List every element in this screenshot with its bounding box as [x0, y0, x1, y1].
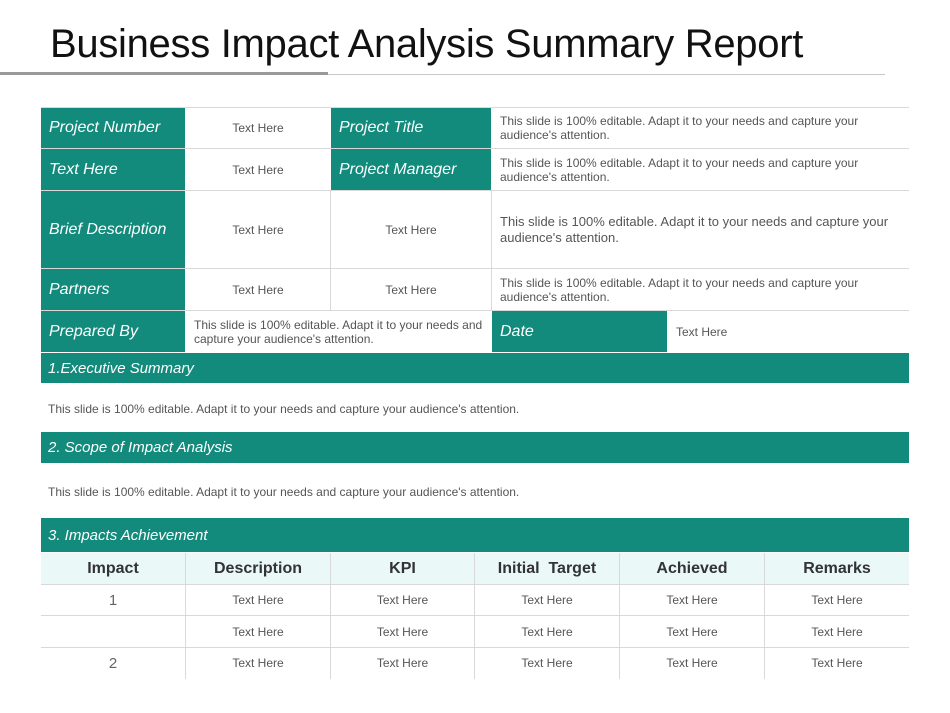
grid-line — [41, 107, 909, 108]
column-header-initial-target: Initial Target — [497, 559, 597, 577]
grid-line — [41, 615, 909, 616]
table-cell-achieved: Text Here — [666, 656, 718, 670]
column-header-remarks: Remarks — [803, 559, 871, 577]
grid-line — [41, 268, 909, 269]
grid-line — [474, 553, 475, 679]
table-cell-remarks: Text Here — [811, 624, 863, 639]
column-header-description: Description — [213, 559, 302, 577]
grid-line — [619, 553, 620, 679]
table-cell-achieved: Text Here — [666, 624, 718, 639]
section-executive-summary-heading: 1.Executive Summary — [41, 353, 909, 383]
brief-description-label: Brief Description — [41, 191, 185, 268]
table-cell-achieved: Text Here — [666, 593, 718, 607]
partners-value-1: Text Here — [232, 282, 284, 297]
title-underline-thick — [0, 72, 328, 75]
grid-line — [185, 553, 186, 679]
column-header-kpi: KPI — [389, 559, 416, 577]
title-underline-thin — [328, 74, 885, 75]
grid-line — [41, 190, 909, 191]
table-cell-initial-target: Text Here — [521, 593, 573, 607]
table-cell-kpi: Text Here — [376, 593, 429, 607]
partners-value-3: This slide is 100% editable. Adapt it to… — [500, 275, 859, 304]
grid-line — [491, 190, 492, 310]
grid-line — [330, 190, 331, 310]
date-label: Date — [492, 311, 667, 352]
section-scope-heading: 2. Scope of Impact Analysis — [41, 432, 909, 463]
brief-description-value-2: Text Here — [385, 222, 437, 237]
column-header-achieved: Achieved — [656, 559, 728, 577]
table-cell-remarks: Text Here — [811, 593, 863, 607]
table-cell-description: Text Here — [232, 593, 284, 607]
table-cell-impact: 1 — [108, 591, 118, 609]
table-cell-kpi: Text Here — [376, 624, 429, 639]
brief-description-value-1: Text Here — [232, 222, 284, 237]
table-cell-impact: 2 — [108, 654, 118, 672]
prepared-by-label: Prepared By — [41, 311, 185, 352]
grid-line — [41, 310, 909, 311]
brief-description-value-3: This slide is 100% editable. Adapt it to… — [500, 213, 889, 245]
section-executive-summary-body: This slide is 100% editable. Adapt it to… — [48, 402, 520, 416]
section-scope-body: This slide is 100% editable. Adapt it to… — [48, 485, 520, 499]
project-title-label: Project Title — [331, 108, 491, 148]
table-cell-description: Text Here — [232, 656, 284, 670]
table-cell-initial-target: Text Here — [521, 656, 573, 670]
project-title-value: This slide is 100% editable. Adapt it to… — [500, 114, 859, 142]
prepared-by-value: This slide is 100% editable. Adapt it to… — [194, 317, 483, 346]
date-value: Text Here — [676, 324, 728, 339]
table-cell-impact — [41, 616, 185, 647]
table-cell-remarks: Text Here — [811, 656, 863, 670]
column-header-impact: Impact — [87, 559, 139, 577]
page-title: Business Impact Analysis Summary Report — [50, 22, 804, 66]
project-manager-label: Project Manager — [331, 149, 491, 190]
table-cell-kpi: Text Here — [376, 656, 429, 670]
section-impacts-heading: 3. Impacts Achievement — [41, 518, 909, 552]
project-number-label: Project Number — [41, 108, 185, 148]
grid-line — [330, 553, 331, 679]
grid-line — [41, 584, 909, 585]
project-manager-value: This slide is 100% editable. Adapt it to… — [500, 155, 859, 184]
partners-label: Partners — [41, 269, 185, 310]
partners-value-2: Text Here — [385, 282, 437, 297]
grid-line — [41, 647, 909, 648]
project-number-value: Text Here — [232, 121, 284, 135]
grid-line — [41, 148, 909, 149]
table-cell-description: Text Here — [232, 624, 284, 639]
text-here-value: Text Here — [232, 162, 284, 177]
table-cell-initial-target: Text Here — [521, 624, 573, 639]
text-here-label: Text Here — [41, 149, 185, 190]
grid-line — [764, 553, 765, 679]
